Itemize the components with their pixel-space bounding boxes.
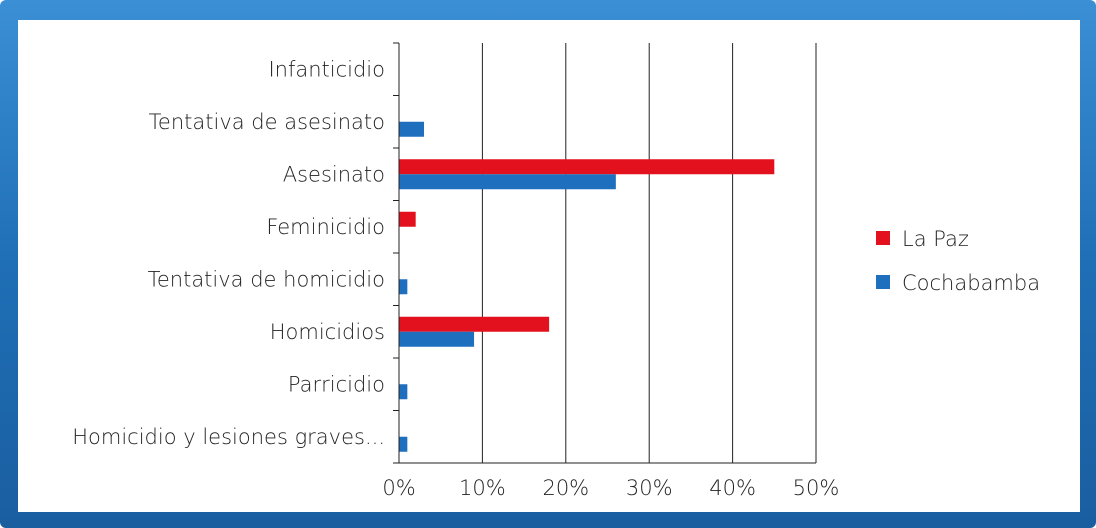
- bar-cochabamba: [399, 121, 425, 137]
- bar-cochabamba: [399, 174, 616, 190]
- legend-swatch: [876, 231, 890, 245]
- category-label: Feminicidio: [266, 215, 385, 239]
- category-label: Infanticidio: [268, 57, 385, 81]
- bar-la-paz: [399, 316, 550, 332]
- tick-labels: 0% 10% 20% 30% 40% 50%: [382, 476, 839, 500]
- bar-cochabamba: [399, 384, 408, 400]
- legend-swatch: [876, 275, 890, 289]
- x-tick-label: 10%: [459, 476, 506, 500]
- chart-panel: Infanticidio Tentativa de asesinato Asesin…: [18, 20, 1080, 512]
- bar-chart: Infanticidio Tentativa de asesinato Asesin…: [72, 42, 1040, 500]
- category-label: Tentativa de asesinato: [149, 110, 385, 134]
- category-label: Homicidio y lesiones graves...: [72, 425, 385, 449]
- bars: [399, 121, 775, 452]
- category-label: Homicidios: [270, 320, 385, 344]
- x-tick-label: 0%: [382, 476, 415, 500]
- category-label: Tentativa de homicidio: [148, 267, 385, 291]
- x-tick-label: 30%: [626, 476, 673, 500]
- bar-cochabamba: [399, 279, 408, 295]
- grid-lines: [481, 43, 817, 463]
- x-tick-label: 20%: [542, 476, 589, 500]
- legend-label: La Paz: [902, 227, 969, 251]
- legend: La Paz Cochabamba: [876, 227, 1040, 295]
- bar-cochabamba: [399, 436, 408, 452]
- category-label: Parricidio: [288, 372, 385, 396]
- category-label: Asesinato: [283, 162, 385, 186]
- axes: [393, 42, 816, 464]
- x-tick-label: 40%: [709, 476, 756, 500]
- legend-label: Cochabamba: [902, 271, 1040, 295]
- x-tick-label: 50%: [793, 476, 840, 500]
- bar-la-paz: [399, 159, 775, 175]
- category-labels: Infanticidio Tentativa de asesinato Asesin…: [72, 57, 385, 449]
- bar-la-paz: [399, 211, 416, 227]
- bar-cochabamba: [399, 331, 475, 347]
